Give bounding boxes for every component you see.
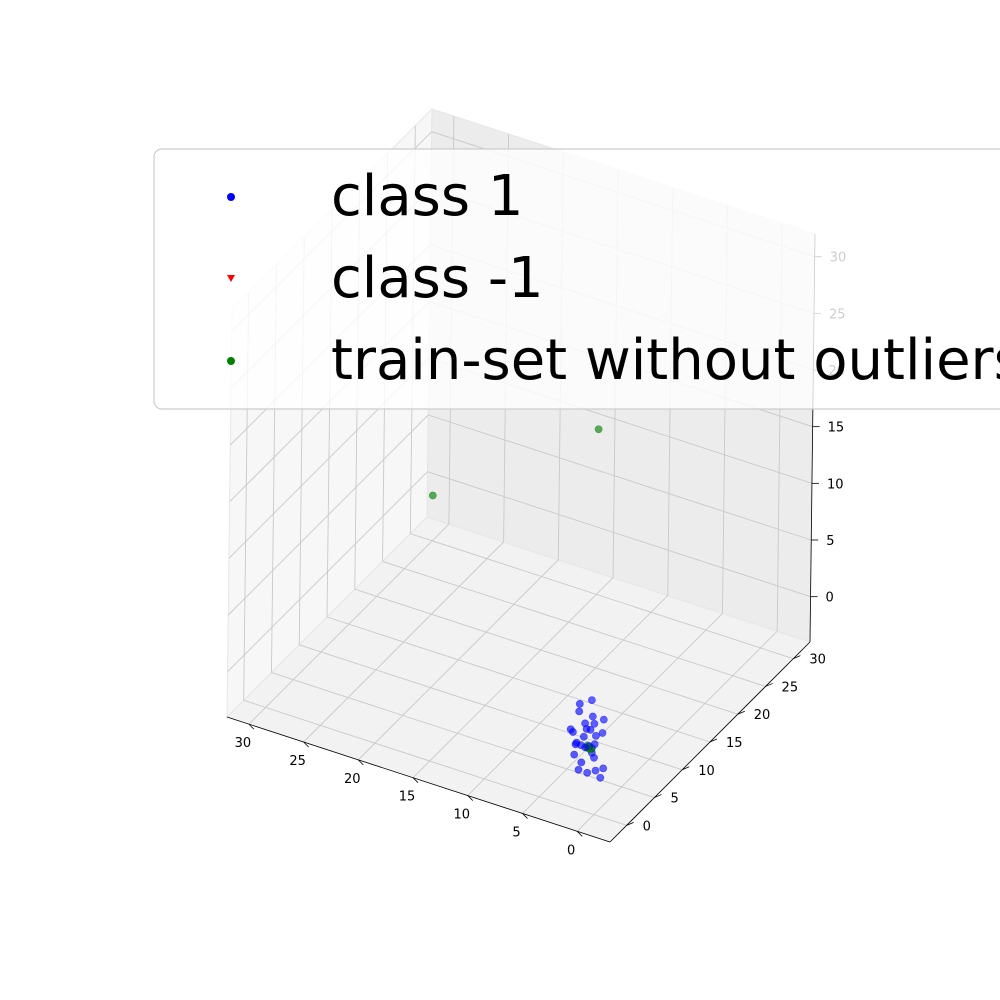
- class-1-point: [583, 768, 592, 777]
- class-1-point: [574, 765, 583, 774]
- class-1-point: [591, 766, 600, 775]
- x-tick-mark: [248, 723, 255, 730]
- legend-train-set-marker: [227, 357, 235, 365]
- class-1-point: [588, 712, 597, 721]
- y-tick-mark: [682, 766, 690, 771]
- x-tick-mark: [303, 741, 309, 748]
- y-tick-mark: [654, 794, 662, 798]
- x-tick-mark: [412, 777, 419, 783]
- class-1-point: [592, 732, 600, 740]
- y-gridline-floor: [410, 533, 794, 660]
- y-gridline-floor: [326, 616, 711, 743]
- y-tick-label: 15: [726, 736, 743, 751]
- y-tick-mark: [737, 710, 745, 715]
- class-1-point: [590, 753, 598, 762]
- legend-class-neg1-label: class -1: [331, 246, 544, 311]
- x-tick-mark: [576, 831, 583, 837]
- class-1-point: [598, 729, 607, 737]
- class-1-point: [586, 725, 595, 734]
- class-1-point: [569, 728, 577, 736]
- class-1-point: [575, 707, 584, 716]
- x-tick-label: 10: [453, 808, 470, 823]
- y-tick-label: 5: [670, 792, 678, 807]
- class-1-point: [575, 700, 584, 708]
- y-tick-label: 30: [809, 653, 826, 668]
- train-set-point: [428, 491, 437, 500]
- class-1-point: [577, 758, 586, 767]
- z-tick-label: 10: [827, 477, 844, 492]
- class-1-point: [588, 696, 596, 704]
- y-gridline-floor: [271, 672, 655, 798]
- y-gridline-floor: [243, 699, 627, 826]
- class-1-point: [599, 764, 608, 773]
- legend-train-set-label: train-set without outliers: [331, 328, 1000, 393]
- train-set-point: [594, 425, 603, 434]
- class-1-point: [579, 732, 588, 741]
- x-tick-label: 15: [399, 790, 416, 805]
- y-gridline-floor: [382, 561, 766, 687]
- class-1-point: [571, 740, 580, 749]
- y-tick-mark: [793, 655, 801, 660]
- x-tick-label: 30: [235, 736, 252, 751]
- x-tick-label: 25: [289, 754, 306, 769]
- x-tick-label: 20: [344, 772, 361, 787]
- z-tick-label: 0: [826, 591, 834, 606]
- class-1-point: [581, 719, 589, 728]
- legend: class 1 class -1 train-set without outlier…: [153, 148, 1000, 410]
- x-tick-label: 0: [567, 843, 575, 858]
- legend-class-1-marker: [227, 193, 235, 201]
- class-1-point: [596, 773, 605, 782]
- y-tick-label: 25: [782, 680, 799, 695]
- y-tick-label: 10: [698, 764, 715, 779]
- x-tick-mark: [358, 759, 364, 766]
- z-gridline-left: [227, 471, 428, 672]
- y-tick-label: 20: [754, 708, 771, 723]
- x-tick-mark: [522, 813, 528, 819]
- z-gridline-left: [227, 414, 429, 616]
- z-gridline-back: [428, 414, 812, 541]
- z-gridline-back: [427, 471, 811, 598]
- x-tick-label: 5: [512, 825, 520, 840]
- y-tick-mark: [626, 821, 634, 826]
- legend-class-1-label: class 1: [331, 164, 523, 229]
- x-axis-line: [226, 716, 611, 843]
- scatter-points: [428, 425, 608, 782]
- class-1-point: [581, 743, 590, 752]
- z-tick-label: 15: [828, 421, 845, 436]
- class-1-point: [590, 719, 599, 728]
- y-tick-label: 0: [643, 819, 651, 834]
- y-tick-mark: [765, 683, 773, 687]
- legend-class-neg1-marker: [227, 275, 235, 282]
- y-gridline-floor: [354, 588, 738, 715]
- legend-box: [153, 148, 1000, 410]
- z-tick-label: 5: [826, 534, 834, 549]
- class-1-point: [599, 715, 608, 724]
- y-tick-mark: [709, 738, 718, 743]
- class-1-point: [570, 750, 579, 759]
- x-tick-mark: [467, 795, 474, 801]
- y-gridline-floor: [299, 644, 683, 771]
